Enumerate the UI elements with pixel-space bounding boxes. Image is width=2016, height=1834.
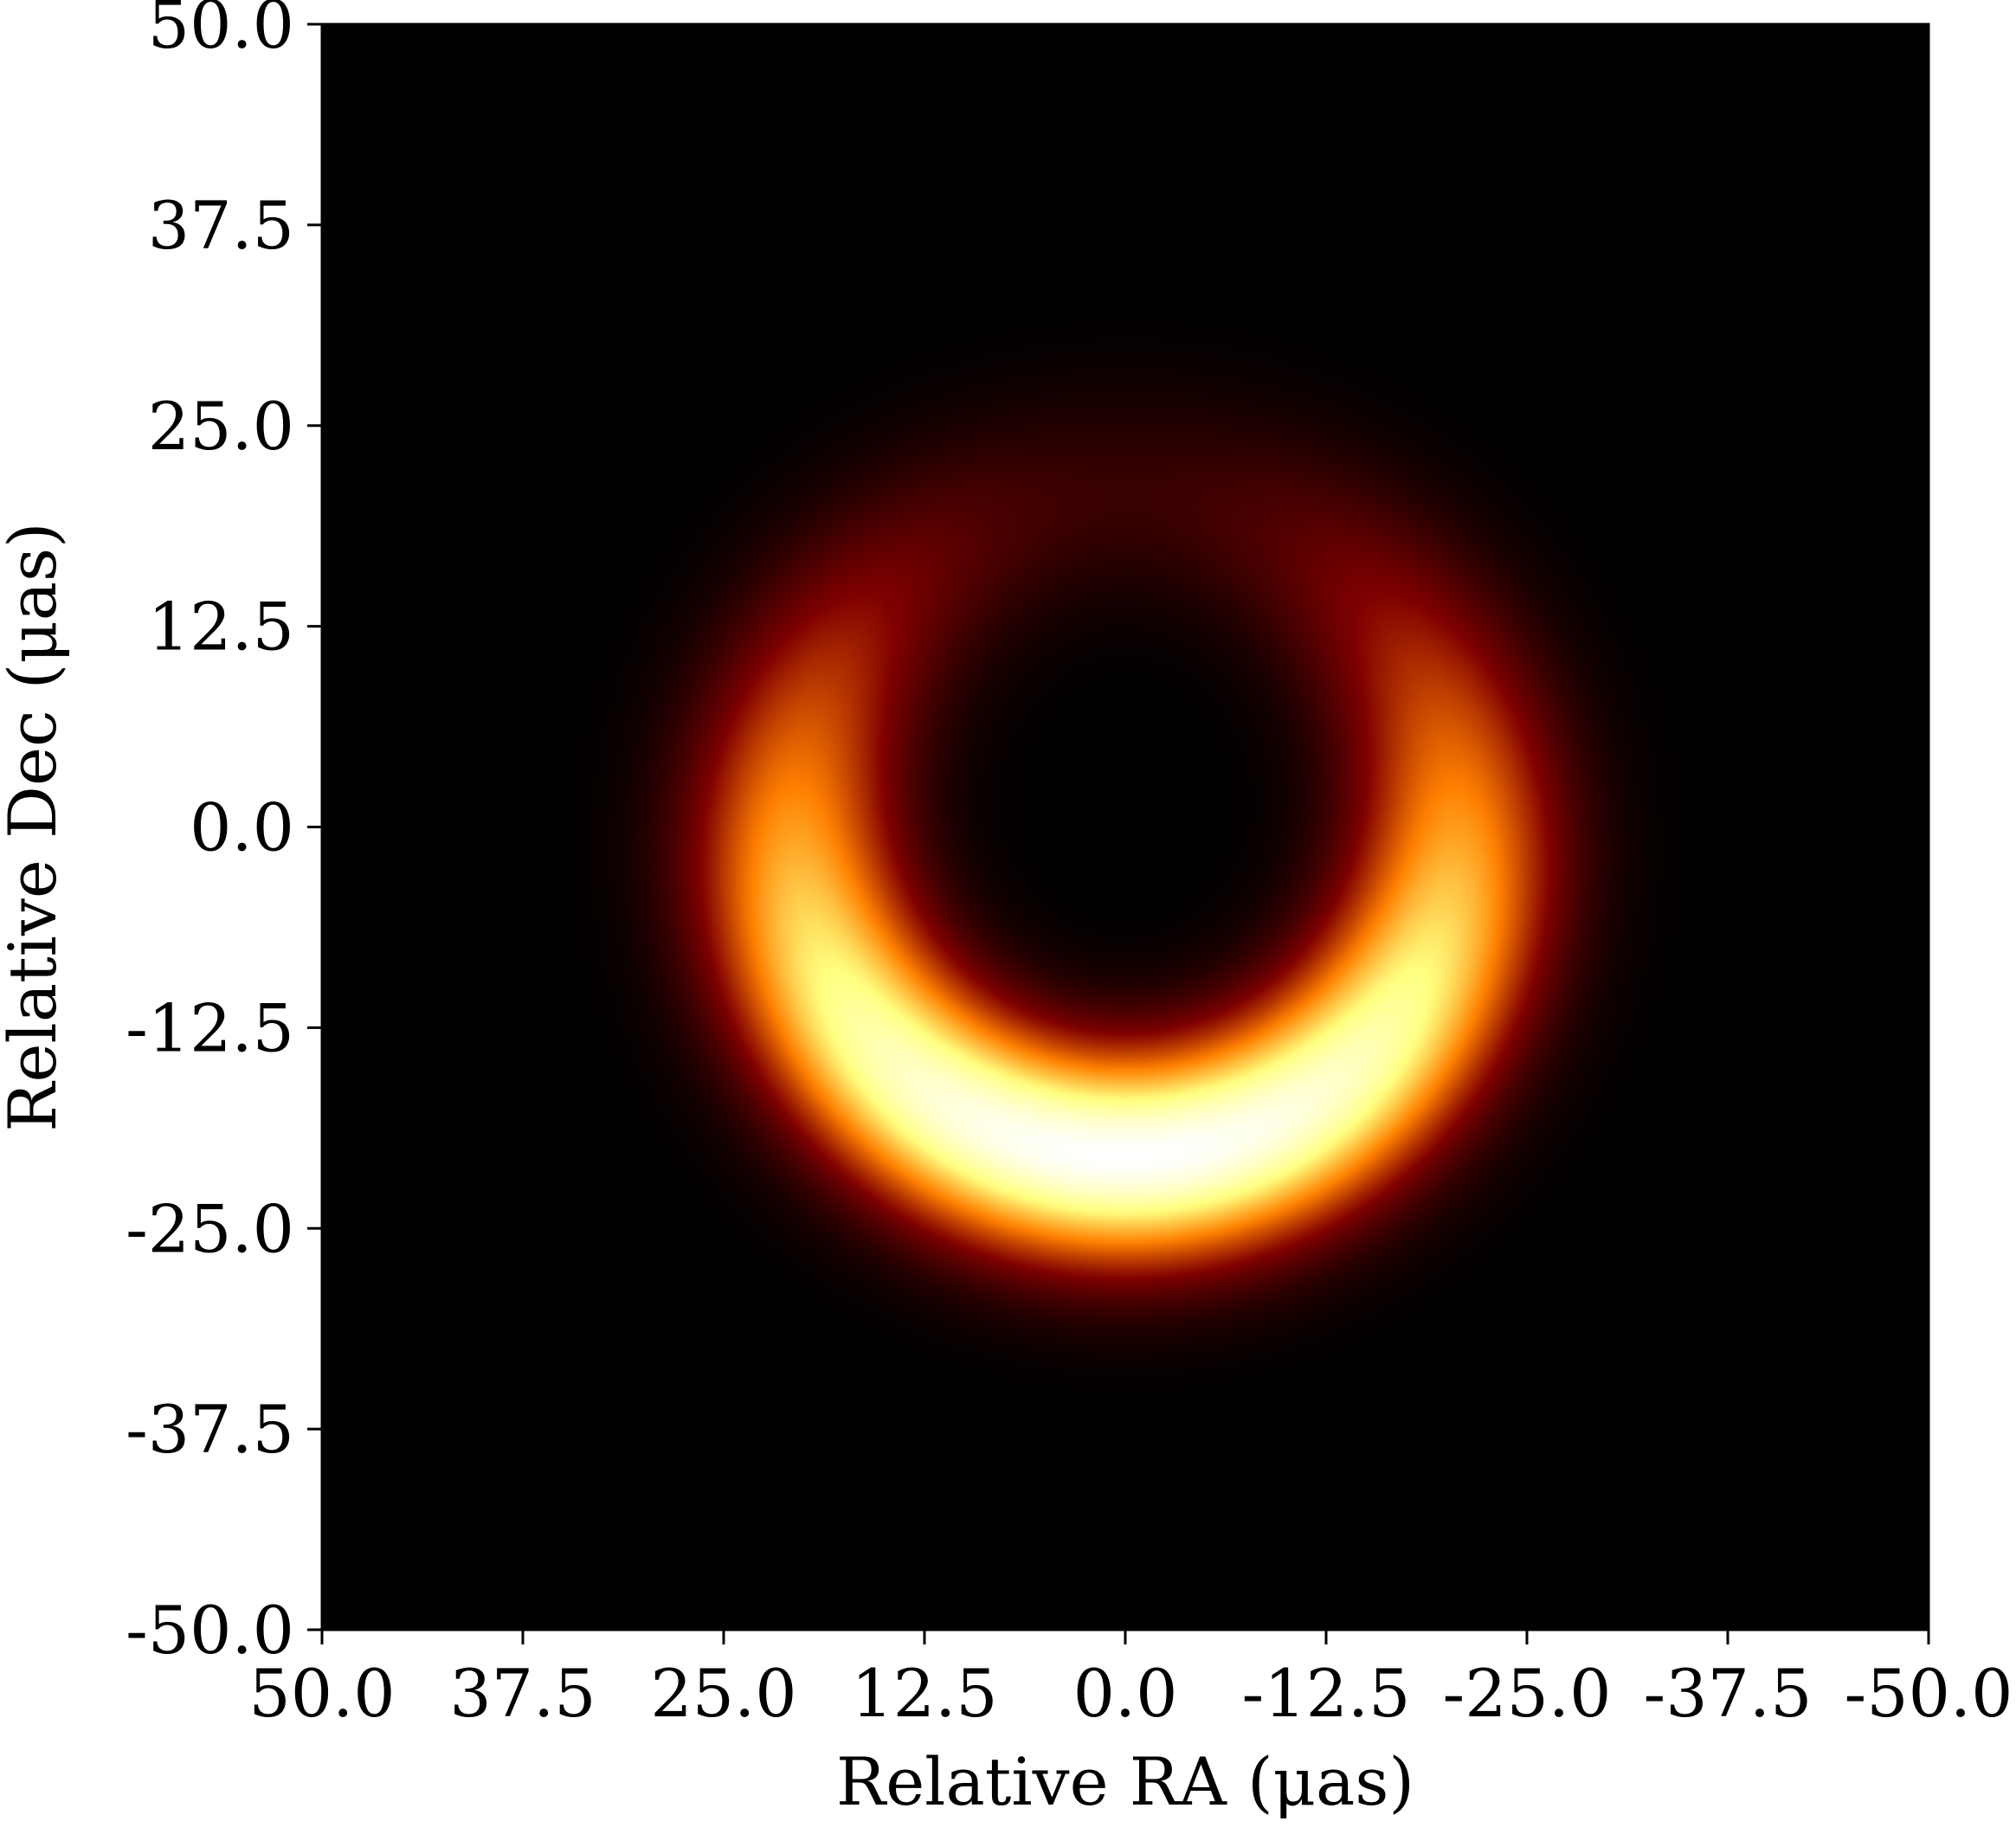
- x-tick-label: -50.0: [1845, 1655, 2013, 1732]
- x-tick-label: 50.0: [248, 1655, 395, 1732]
- y-tick-label: 0.0: [190, 789, 294, 866]
- plot-area: [320, 23, 1930, 1631]
- y-axis-ticks: 50.0 37.5 25.0 12.5 0.0 -12.5 -25.0 -37.5 -50.0: [126, 0, 322, 1669]
- y-tick-label: 50.0: [148, 0, 294, 63]
- x-tick-label: 0.0: [1073, 1655, 1178, 1732]
- x-axis-ticks: 50.0 37.5 25.0 12.5 0.0 -12.5 -25.0 -37.5 -50.0: [248, 1630, 2013, 1732]
- x-axis-label: Relative RA (μas): [836, 1743, 1414, 1820]
- y-tick-label: 12.5: [148, 589, 294, 666]
- y-tick-label: -12.5: [126, 989, 294, 1066]
- x-tick-label: -12.5: [1242, 1655, 1411, 1732]
- x-tick-label: -37.5: [1644, 1655, 1813, 1732]
- y-tick-label: 37.5: [148, 187, 294, 264]
- x-tick-label: -25.0: [1443, 1655, 1612, 1732]
- y-tick-label: -37.5: [126, 1391, 294, 1468]
- x-tick-label: 25.0: [650, 1655, 796, 1732]
- x-tick-label: 12.5: [851, 1655, 997, 1732]
- y-axis-label: Relative Dec (μas): [0, 522, 71, 1131]
- y-tick-label: 25.0: [148, 388, 294, 465]
- emission-ring-image: [322, 24, 1929, 1630]
- x-tick-label: 37.5: [449, 1655, 596, 1732]
- y-tick-label: -50.0: [126, 1592, 294, 1669]
- y-tick-label: -25.0: [126, 1190, 294, 1267]
